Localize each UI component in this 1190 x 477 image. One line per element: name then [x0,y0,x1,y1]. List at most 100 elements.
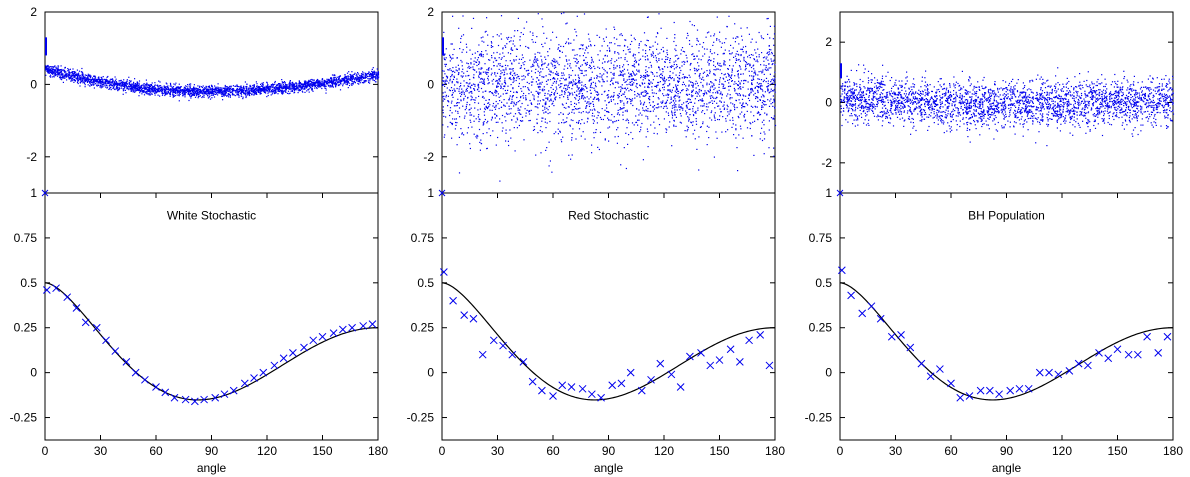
scatter-point [627,46,629,48]
scatter-point [202,92,204,94]
scatter-point [295,87,297,90]
scatter-point [539,88,541,91]
scatter-point [200,86,202,88]
scatter-point [151,90,153,92]
scatter-point [491,55,493,57]
scatter-point [103,82,106,84]
scatter-point [62,75,64,77]
scatter-point [628,78,630,80]
scatter-point [474,89,476,91]
scatter-point [757,100,759,102]
scatter-point [59,69,61,71]
scatter-point [473,74,475,76]
scatter-point [732,117,734,119]
scatter-point [700,126,702,128]
scatter-point [289,83,291,85]
scatter-point [545,97,547,99]
scatter-point [143,86,145,88]
scatter-point [480,87,483,90]
scatter-point [89,76,91,78]
scatter-point [106,87,108,89]
scatter-point [156,90,159,92]
scatter-point [227,93,229,95]
scatter-point [553,81,556,83]
scatter-point [239,89,241,91]
scatter-point [276,86,278,89]
scatter-point [580,44,582,46]
scatter-point [159,91,161,93]
scatter-point [658,106,660,108]
scatter-point [193,87,195,89]
scatter-point [462,15,464,17]
scatter-point [124,83,126,85]
scatter-point [329,79,331,81]
scatter-point [715,131,717,133]
scatter-point [536,106,538,108]
scatter-point [765,58,767,60]
scatter-point [285,91,287,93]
scatter-point [715,79,717,81]
scatter-point [204,93,207,95]
scatter-point [346,83,348,85]
scatter-point [472,17,475,19]
scatter-point [55,72,57,74]
scatter-point [617,45,619,47]
scatter-point [591,67,593,69]
scatter-point [53,69,55,71]
scatter-point [640,103,642,105]
scatter-point [569,125,571,127]
scatter-point [275,87,277,89]
scatter-point [500,15,503,17]
scatter-point [343,82,345,84]
scatter-point [745,52,747,54]
scatter-point [552,78,554,80]
scatter-point [72,68,74,70]
scatter-point [637,92,639,95]
scatter-point [292,86,294,88]
scatter-point [69,72,71,74]
scatter-point [740,68,742,70]
scatter-point [267,92,269,94]
scatter-point [357,78,359,80]
scatter-point [702,93,704,95]
scatter-point [260,85,263,87]
scatter-point [96,84,98,86]
scatter-point [584,49,587,51]
scatter-point [482,36,484,38]
scatter-point [79,82,81,84]
scatter-point [629,48,631,50]
scatter-point [305,86,307,88]
scatter-point [729,98,731,100]
scatter-point [737,70,739,72]
scatter-point [481,81,483,83]
scatter-point [363,80,365,82]
scatter-point [487,83,489,85]
scatter-point [146,83,148,85]
scatter-point [54,65,56,67]
scatter-point [124,81,126,83]
scatter-point [203,89,205,91]
scatter-point [688,84,690,86]
scatter-point [473,60,475,62]
scatter-point [252,89,254,91]
scatter-point [588,111,590,113]
scatter-point [262,84,264,86]
scatter-point [443,31,445,33]
scatter-point [289,82,291,84]
scatter-point [615,120,618,122]
scatter-point [719,108,721,110]
scatter-point [254,87,257,89]
scatter-point [633,53,635,55]
scatter-point [531,39,533,41]
scatter-point [582,55,584,57]
scatter-point [761,121,763,123]
scatter-point [704,113,706,115]
scatter-point [491,72,493,74]
scatter-point [535,81,537,83]
scatter-point [191,89,193,91]
scatter-point [63,76,65,78]
scatter-point [695,110,697,113]
scatter-point [118,80,120,82]
scatter-point [719,65,721,67]
scatter-point [240,85,242,87]
